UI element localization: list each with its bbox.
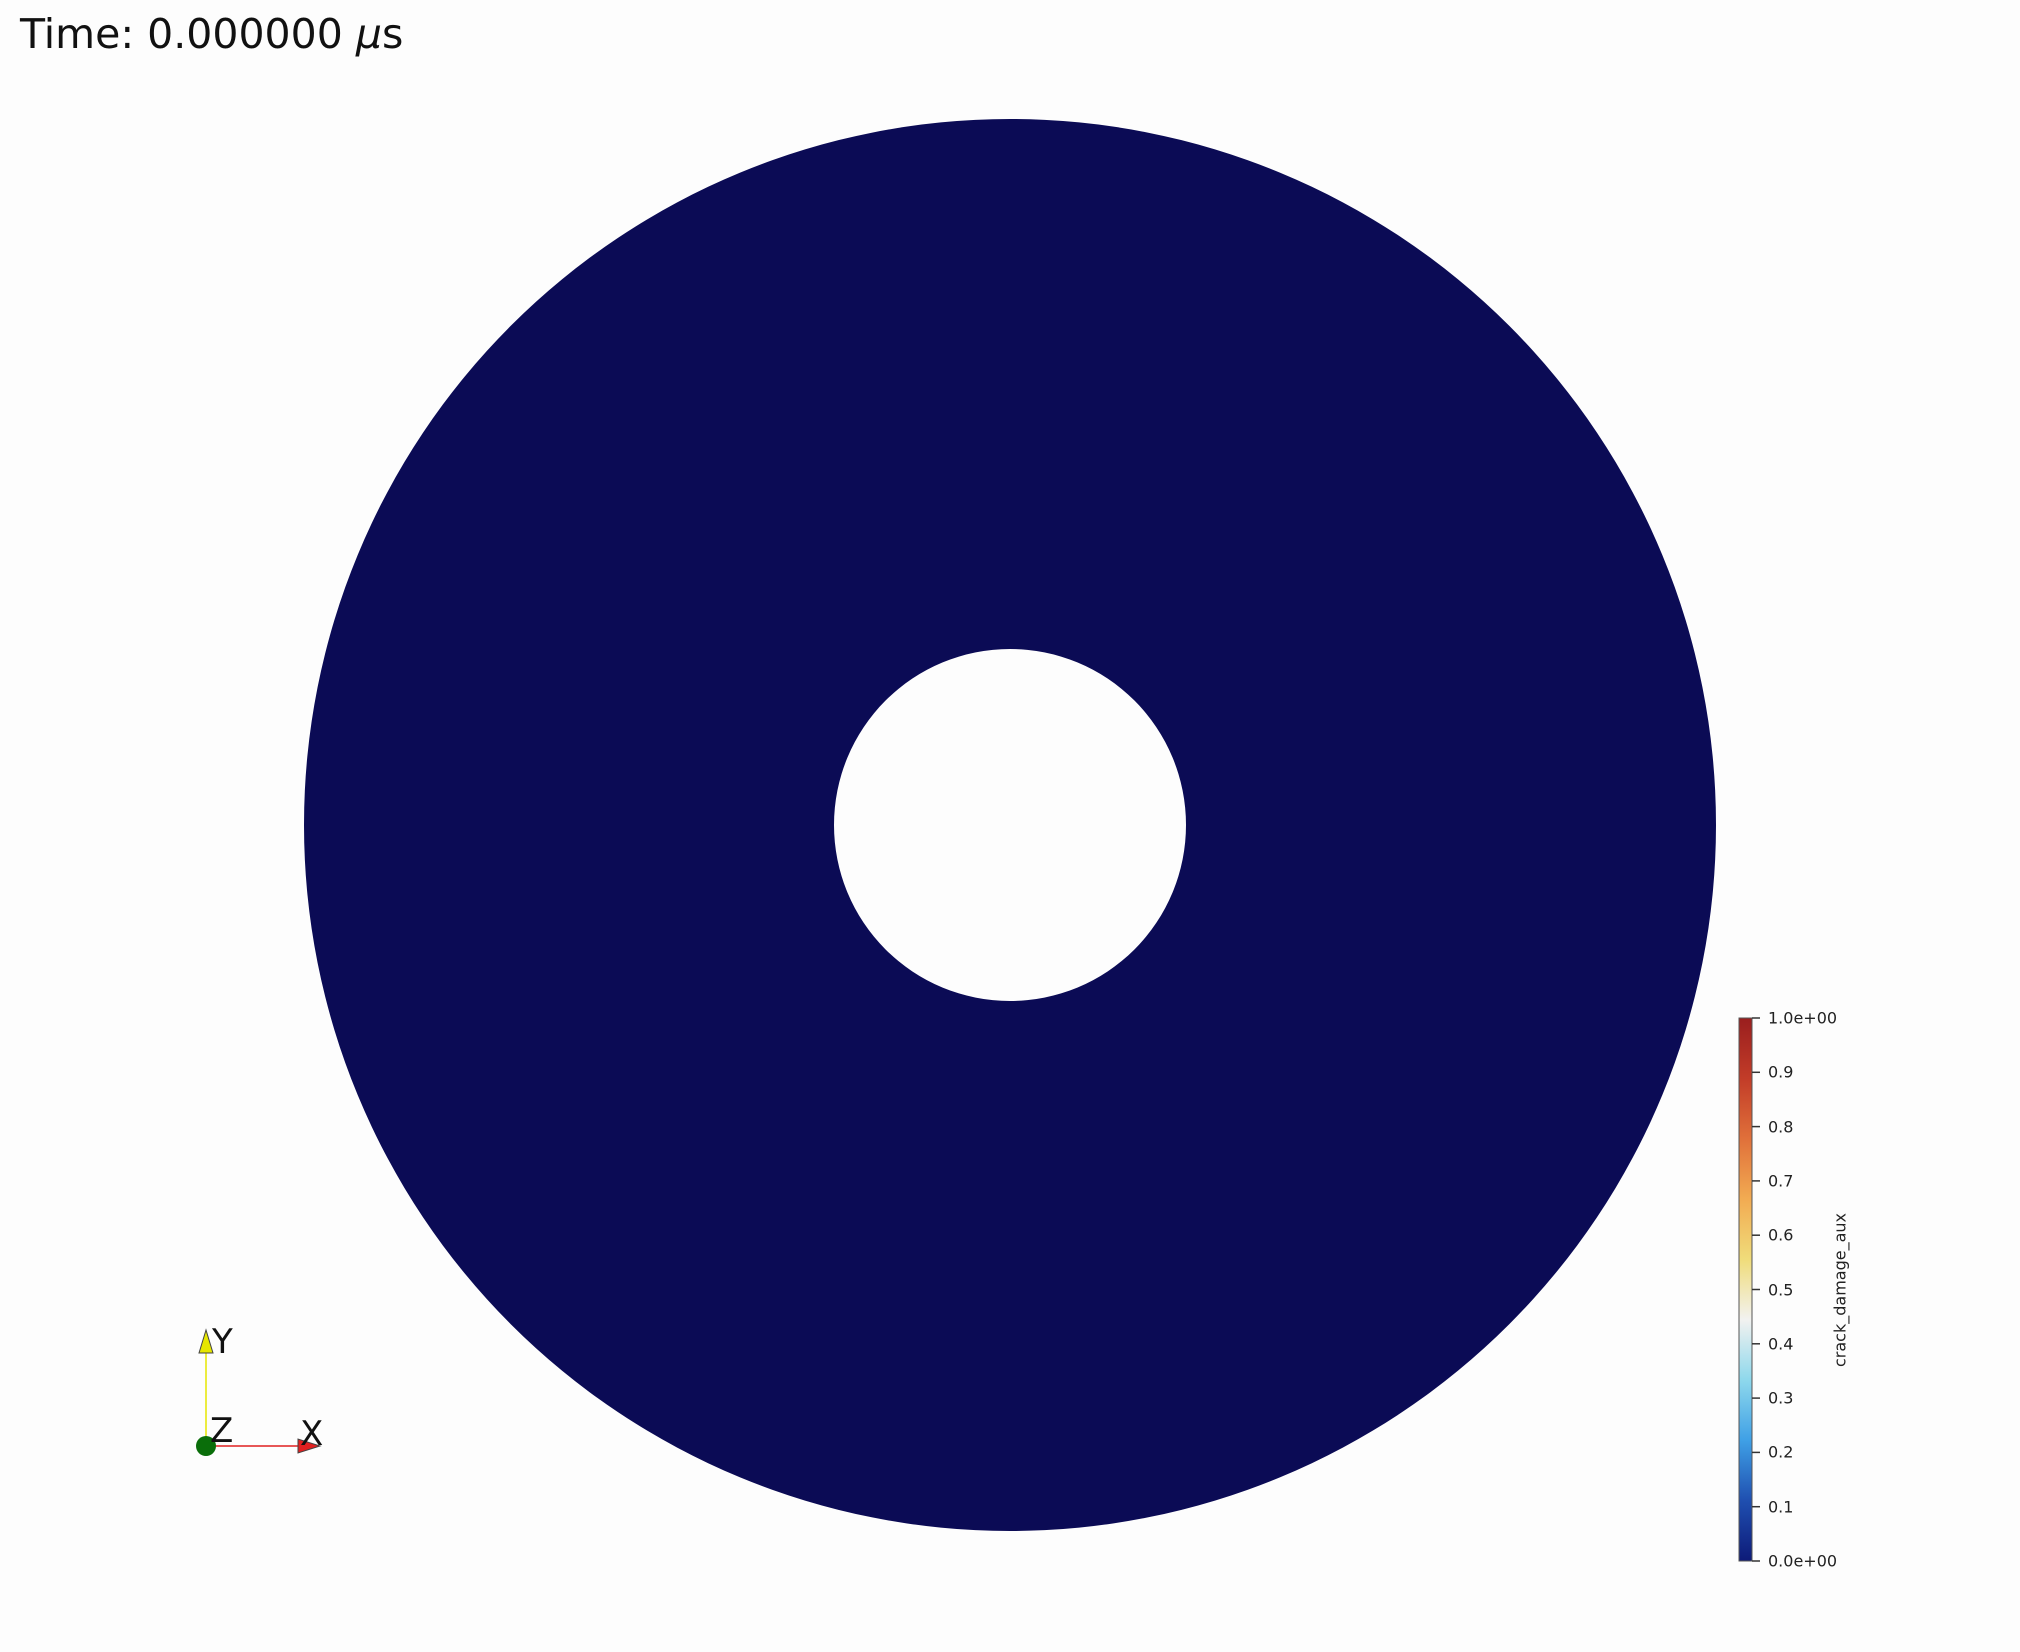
colorbar-title: crack_damage_aux [1830,1212,1850,1368]
x-axis-label: X [300,1414,324,1454]
colorbar-label-0.5: 0.5 [1768,1280,1794,1299]
colorbar [1738,1017,1753,1562]
colorbar-label-0.3: 0.3 [1768,1388,1794,1408]
orientation-axes [196,1328,322,1456]
colorbar-label-0.1: 0.1 [1768,1497,1794,1517]
y-axis-arrowhead [198,1328,214,1354]
colorbar-ticks [1752,1017,1760,1562]
z-axis-label: Z [210,1411,234,1451]
time-label-unit: s [381,10,404,58]
colorbar-label-0.9: 0.9 [1768,1062,1794,1082]
colorbar-label-max: 1.0e+00 [1768,1008,1838,1028]
x-axis-arrowhead [297,1438,322,1454]
colorbar-label-0.2: 0.2 [1768,1442,1794,1462]
colorbar-label-0.4: 0.4 [1768,1334,1794,1354]
y-axis-label: Y [212,1322,233,1362]
colorbar-label-0.8: 0.8 [1768,1117,1794,1137]
colorbar-label-min: 0.0e+00 [1768,1551,1838,1571]
time-label: Time: 0.000000 μs [20,10,403,58]
z-axis-marker [196,1436,216,1456]
colorbar-label-0.7: 0.7 [1768,1171,1794,1191]
time-label-mu: μ [355,10,382,58]
time-label-prefix: Time: 0.000000 [20,10,356,58]
colorbar-label-0.6: 0.6 [1768,1225,1794,1245]
annulus-mesh[interactable] [304,119,1716,1531]
